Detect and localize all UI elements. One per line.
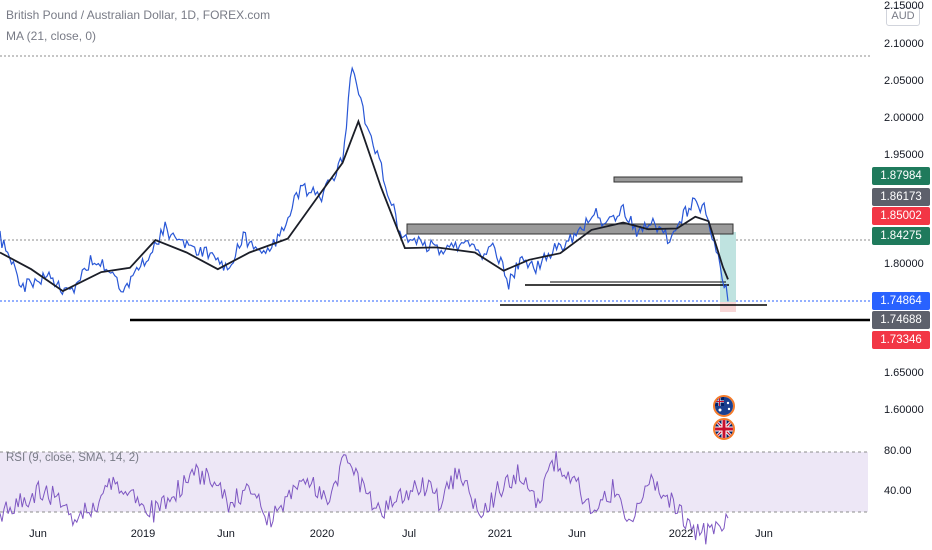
time-axis-label: 2021 (487, 528, 513, 540)
ma-legend[interactable]: MA (21, close, 0) (6, 29, 97, 43)
price-series-line[interactable] (0, 66, 729, 302)
price-tag: 1.86173 (872, 188, 930, 206)
price-axis-label: 2.10000 (884, 38, 924, 50)
time-axis-label: Jul (401, 528, 417, 540)
price-tag: 1.84275 (872, 227, 930, 245)
time-axis-label: 2022 (668, 528, 694, 540)
rsi-axis-label: 40.00 (884, 485, 912, 497)
time-axis-label: Jun (29, 528, 47, 540)
uk-flag-icon[interactable] (713, 418, 735, 440)
stop-zone[interactable] (720, 302, 736, 312)
rsi-legend[interactable]: RSI (9, close, SMA, 14, 2) (6, 452, 139, 464)
time-axis-label: 2020 (309, 528, 335, 540)
current-price-tag: 1.74864 (872, 292, 930, 310)
time-axis-label: 2019 (130, 528, 156, 540)
time-axis-label: Jun (755, 528, 773, 540)
price-axis-label: 1.60000 (884, 404, 924, 416)
price-axis-label: 1.80000 (884, 258, 924, 270)
price-tag: 1.73346 (872, 331, 930, 349)
resistance-box-top[interactable] (613, 176, 743, 183)
rsi-axis-label: 80.00 (884, 445, 912, 457)
symbol-legend[interactable]: British Pound / Australian Dollar, 1D, F… (6, 8, 271, 22)
series-layer (0, 66, 729, 545)
time-axis-label: Jun (568, 528, 586, 540)
price-tag: 1.85002 (872, 207, 930, 225)
rsi-series-line[interactable] (0, 451, 729, 545)
price-axis-label: 2.15000 (884, 0, 924, 12)
price-axis-label: 1.65000 (884, 367, 924, 379)
price-tag: 1.87984 (872, 167, 930, 185)
resistance-box-mid[interactable] (406, 223, 734, 235)
price-tag: 1.74688 (872, 311, 930, 329)
chart-layer (0, 55, 870, 545)
currency-selector[interactable]: AUD (886, 7, 920, 26)
rsi-band (0, 452, 868, 512)
ma-series-line[interactable] (0, 118, 729, 293)
time-axis-label: Jun (217, 528, 235, 540)
price-axis-label: 2.05000 (884, 75, 924, 87)
price-axis-label: 2.00000 (884, 112, 924, 124)
price-axis-label: 1.95000 (884, 149, 924, 161)
australia-flag-icon[interactable] (713, 395, 735, 417)
